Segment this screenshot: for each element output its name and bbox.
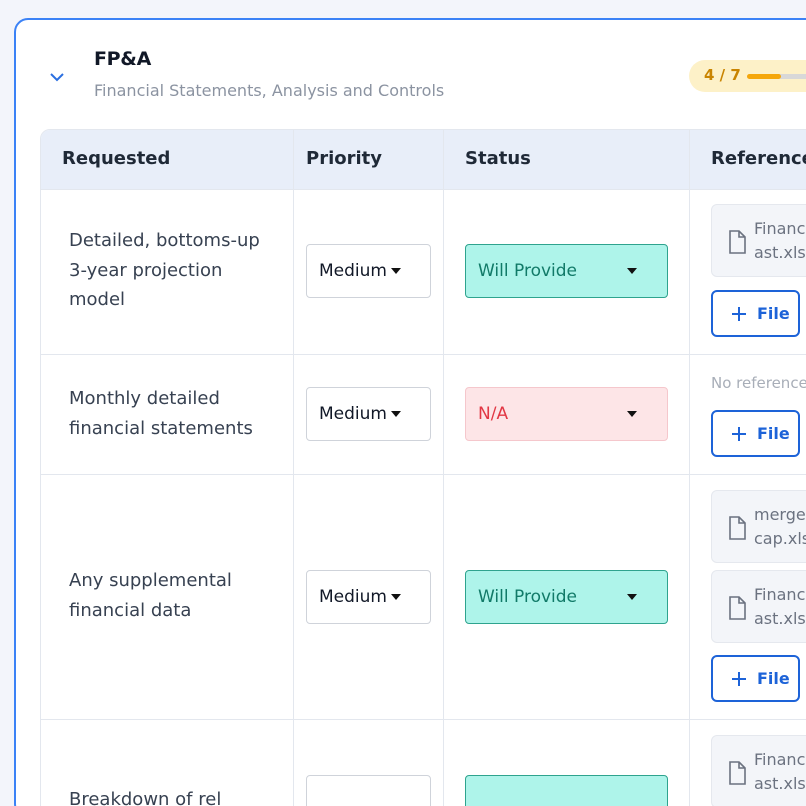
- reference-file-chip[interactable]: merger cap.xlsx: [711, 490, 806, 563]
- file-name-line: ast.xlsx: [754, 774, 806, 793]
- caret-down-icon: [391, 594, 401, 600]
- file-name-line: Financi: [754, 219, 806, 238]
- header-requested: Requested: [62, 148, 171, 169]
- file-name-line: Financi: [754, 585, 806, 604]
- column-divider: [443, 130, 444, 806]
- row-divider: [41, 354, 806, 355]
- progress-badge: 4 / 7: [689, 60, 806, 92]
- section-title: FP&A: [94, 48, 151, 70]
- requested-line: Monthly detailed: [69, 388, 220, 409]
- file-name: Financi ast.xlsx: [754, 217, 806, 265]
- header-status: Status: [465, 148, 531, 169]
- column-divider: [689, 130, 690, 806]
- reference-file-chip[interactable]: Financi ast.xlsx: [711, 570, 806, 643]
- column-divider: [293, 130, 294, 806]
- priority-value: Medium: [319, 261, 387, 281]
- header-priority: Priority: [306, 148, 382, 169]
- priority-select[interactable]: Medium: [306, 387, 431, 441]
- file-icon: [729, 761, 746, 785]
- header-reference: Reference: [711, 148, 806, 169]
- caret-down-icon: [627, 594, 637, 600]
- file-name-line: ast.xlsx: [754, 609, 806, 628]
- add-file-button[interactable]: File: [711, 410, 800, 457]
- file-name: merger cap.xlsx: [754, 503, 806, 551]
- file-name-line: Financi: [754, 750, 806, 769]
- requested-line: Any supplemental: [69, 570, 232, 591]
- priority-value: Medium: [319, 404, 387, 424]
- plus-icon: [732, 427, 746, 441]
- add-file-label: File: [757, 424, 790, 443]
- request-table: Requested Priority Status Reference Deta…: [40, 129, 806, 806]
- file-name-line: merger: [754, 505, 806, 524]
- add-file-label: File: [757, 304, 790, 323]
- progress-count: 4 / 7: [704, 66, 741, 84]
- requested-line: financial data: [69, 599, 192, 621]
- progress-track: [747, 74, 806, 79]
- requested-text: Breakdown of rel: [69, 785, 279, 806]
- no-reference-text: No reference: [711, 374, 806, 392]
- priority-select[interactable]: Medium: [306, 244, 431, 298]
- priority-value: Medium: [319, 587, 387, 607]
- file-icon: [729, 596, 746, 620]
- file-name-line: cap.xlsx: [754, 529, 806, 548]
- file-name-line: ast.xlsx: [754, 243, 806, 262]
- section-subtitle: Financial Statements, Analysis and Contr…: [94, 81, 445, 100]
- requested-line: financial statements: [69, 417, 253, 439]
- row-divider: [41, 189, 806, 190]
- progress-fill: [747, 74, 782, 79]
- status-select[interactable]: [465, 775, 668, 806]
- table-header: [41, 130, 806, 189]
- fpa-section-card: FP&A Financial Statements, Analysis and …: [14, 18, 806, 806]
- row-divider: [41, 719, 806, 720]
- status-select[interactable]: Will Provide: [465, 570, 668, 624]
- requested-text: Detailed, bottoms-up 3-year projection m…: [69, 226, 279, 315]
- status-value: Will Provide: [478, 587, 578, 607]
- reference-file-chip[interactable]: Financi ast.xlsx: [711, 204, 806, 277]
- requested-text: Monthly detailed financial statements: [69, 384, 279, 443]
- plus-icon: [732, 672, 746, 686]
- status-select[interactable]: Will Provide: [465, 244, 668, 298]
- caret-down-icon: [391, 268, 401, 274]
- add-file-button[interactable]: File: [711, 290, 800, 337]
- status-select[interactable]: N/A: [465, 387, 668, 441]
- chevron-down-icon[interactable]: [48, 70, 66, 84]
- requested-text: Any supplemental financial data: [69, 566, 279, 625]
- priority-select[interactable]: Medium: [306, 570, 431, 624]
- row-divider: [41, 474, 806, 475]
- file-name: Financi ast.xlsx: [754, 583, 806, 631]
- file-icon: [729, 516, 746, 540]
- caret-down-icon: [627, 411, 637, 417]
- requested-line: Detailed, bottoms-up: [69, 230, 260, 251]
- file-name: Financi ast.xlsx: [754, 748, 806, 796]
- add-file-label: File: [757, 669, 790, 688]
- requested-line: Breakdown of rel: [69, 789, 222, 806]
- caret-down-icon: [627, 268, 637, 274]
- status-value: N/A: [478, 404, 509, 424]
- plus-icon: [732, 307, 746, 321]
- priority-select[interactable]: [306, 775, 431, 806]
- file-icon: [729, 230, 746, 254]
- status-value: Will Provide: [478, 261, 578, 281]
- requested-line: model: [69, 289, 126, 310]
- caret-down-icon: [391, 411, 401, 417]
- add-file-button[interactable]: File: [711, 655, 800, 702]
- reference-file-chip[interactable]: Financi ast.xlsx: [711, 735, 806, 806]
- requested-line: 3-year projection: [69, 259, 223, 281]
